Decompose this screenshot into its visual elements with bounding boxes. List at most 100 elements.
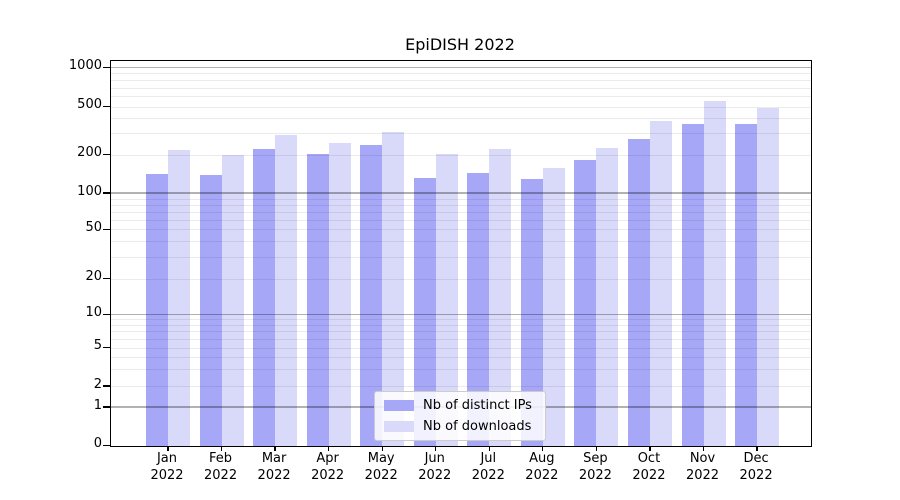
x-tick-label-jun: Jun 2022 <box>403 451 467 484</box>
legend-swatch-distinct-ips <box>384 400 414 411</box>
x-tick-jul <box>488 446 490 451</box>
bar-distinct-ips-jun <box>413 177 436 446</box>
x-label-month: Sep <box>583 451 608 466</box>
bar-downloads-jan <box>168 150 190 446</box>
minor-gridline-600 <box>111 96 811 98</box>
x-tick-label-mar: Mar 2022 <box>242 451 306 484</box>
legend-swatch-downloads <box>384 421 414 432</box>
x-label-month: Mar <box>261 451 287 466</box>
x-label-month: Aug <box>529 451 555 466</box>
x-label-year: 2022 <box>311 467 345 483</box>
bar-downloads-nov <box>703 100 726 446</box>
x-tick-jun <box>435 446 437 451</box>
x-label-year: 2022 <box>257 467 291 483</box>
x-tick-nov <box>702 446 705 451</box>
y-tick-label-100: 100 <box>77 183 102 199</box>
bar-distinct-ips-dec <box>735 124 758 446</box>
x-label-month: Dec <box>743 451 769 466</box>
x-tick-label-nov: Nov 2022 <box>671 451 735 484</box>
x-tick-sep <box>595 446 598 451</box>
x-label-year: 2022 <box>204 467 238 483</box>
bar-distinct-ips-feb <box>199 175 222 446</box>
bar-distinct-ips-jan <box>146 173 168 446</box>
x-label-year: 2022 <box>632 467 666 483</box>
y-tick-label-1000: 1000 <box>68 58 102 73</box>
y-tick-1000 <box>102 66 110 69</box>
bar-distinct-ips-may <box>360 144 383 446</box>
bar-downloads-mar <box>275 135 298 446</box>
x-label-month: May <box>367 451 395 466</box>
bar-distinct-ips-aug <box>520 178 543 446</box>
minor-gridline-800 <box>111 80 811 82</box>
minor-gridline-900 <box>111 73 811 75</box>
x-label-month: Nov <box>689 451 716 466</box>
legend-item-distinct-ips: Nb of distinct IPs <box>384 398 536 413</box>
x-tick-feb <box>220 446 223 451</box>
y-tick-20 <box>102 277 110 280</box>
y-tick-2 <box>102 385 110 387</box>
minor-gridline-700 <box>111 87 811 89</box>
bar-distinct-ips-mar <box>253 149 276 446</box>
x-label-month: Oct <box>637 451 661 466</box>
y-tick-label-50: 50 <box>85 219 102 235</box>
x-tick-apr <box>328 446 330 451</box>
x-tick-label-oct: Oct 2022 <box>617 451 681 484</box>
legend-item-downloads: Nb of downloads <box>384 419 536 434</box>
bar-downloads-feb <box>221 154 244 446</box>
x-label-year: 2022 <box>364 467 398 483</box>
x-tick-dec <box>756 446 758 451</box>
y-tick-label-0: 0 <box>93 436 102 451</box>
bar-distinct-ips-oct <box>627 138 650 446</box>
legend-label-downloads: Nb of downloads <box>423 419 532 434</box>
y-tick-50 <box>102 228 110 230</box>
x-tick-mar <box>274 446 276 451</box>
x-tick-label-jan: Jan 2022 <box>135 451 199 484</box>
y-tick-5 <box>102 347 110 349</box>
y-tick-0 <box>102 444 110 447</box>
bar-distinct-ips-apr <box>306 153 329 446</box>
x-tick-label-feb: Feb 2022 <box>189 451 253 484</box>
x-label-month: Apr <box>316 451 339 466</box>
major-gridline-1000 <box>111 66 811 69</box>
y-tick-label-1: 1 <box>93 397 102 413</box>
bar-downloads-may <box>382 131 405 446</box>
x-tick-label-may: May 2022 <box>349 451 413 484</box>
x-tick-label-jul: Jul 2022 <box>456 451 520 484</box>
bar-distinct-ips-nov <box>681 124 704 446</box>
x-label-month: Feb <box>209 451 233 466</box>
x-label-month: Jul <box>480 451 497 466</box>
y-tick-200 <box>102 153 110 156</box>
x-label-year: 2022 <box>685 467 720 483</box>
legend: Nb of distinct IPs Nb of downloads <box>374 391 546 441</box>
x-tick-label-aug: Aug 2022 <box>510 451 574 484</box>
y-tick-label-10: 10 <box>85 304 102 320</box>
x-label-year: 2022 <box>471 467 505 483</box>
plot-area <box>102 60 812 451</box>
x-tick-may <box>381 446 383 451</box>
x-label-month: Jan <box>156 451 178 466</box>
y-tick-10 <box>102 313 110 315</box>
x-tick-label-apr: Apr 2022 <box>296 451 360 484</box>
bar-downloads-dec <box>757 107 780 446</box>
bar-downloads-jun <box>435 154 458 446</box>
chart-title: EpiDISH 2022 <box>405 35 515 54</box>
x-tick-label-dec: Dec 2022 <box>724 451 788 484</box>
x-tick-aug <box>542 446 544 451</box>
x-label-year: 2022 <box>525 467 559 483</box>
x-label-month: Jun <box>424 451 445 466</box>
y-tick-label-200: 200 <box>77 145 102 160</box>
y-tick-100 <box>102 192 110 194</box>
bar-downloads-oct <box>649 120 672 446</box>
y-tick-label-500: 500 <box>77 97 102 112</box>
y-tick-500 <box>102 105 110 108</box>
bar-downloads-sep <box>596 147 619 446</box>
y-tick-label-5: 5 <box>93 338 102 354</box>
x-label-year: 2022 <box>739 467 773 483</box>
y-tick-1 <box>102 406 110 408</box>
y-tick-label-20: 20 <box>85 269 102 284</box>
x-tick-label-sep: Sep 2022 <box>563 451 627 484</box>
bar-downloads-aug <box>542 167 565 446</box>
x-label-year: 2022 <box>150 467 184 483</box>
y-tick-label-2: 2 <box>93 376 102 392</box>
